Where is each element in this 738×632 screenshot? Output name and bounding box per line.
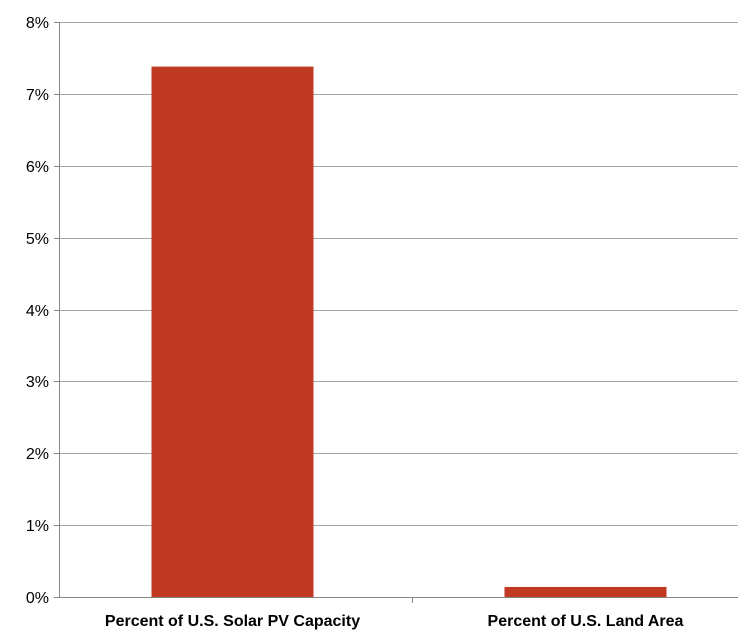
y-tick-label: 3% xyxy=(26,374,49,391)
labels: 0% 1% 2% 3% 4% 5% 6% 7% 8% Percent of U.S. Solar … xyxy=(26,15,684,630)
y-tick-label: 4% xyxy=(26,303,49,320)
bar xyxy=(504,586,667,597)
y-tick-label: 8% xyxy=(26,15,49,32)
bar xyxy=(151,66,314,597)
x-category-label: Percent of U.S. Land Area xyxy=(488,613,684,630)
y-tick-label: 2% xyxy=(26,446,49,463)
y-tick-label: 5% xyxy=(26,231,49,248)
bars xyxy=(151,66,667,597)
y-tick-label: 1% xyxy=(26,518,49,535)
y-tick-label: 0% xyxy=(26,590,49,607)
axes xyxy=(54,22,738,603)
x-category-label: Percent of U.S. Solar PV Capacity xyxy=(105,613,360,630)
y-tick-label: 6% xyxy=(26,159,49,176)
y-tick-label: 7% xyxy=(26,87,49,104)
